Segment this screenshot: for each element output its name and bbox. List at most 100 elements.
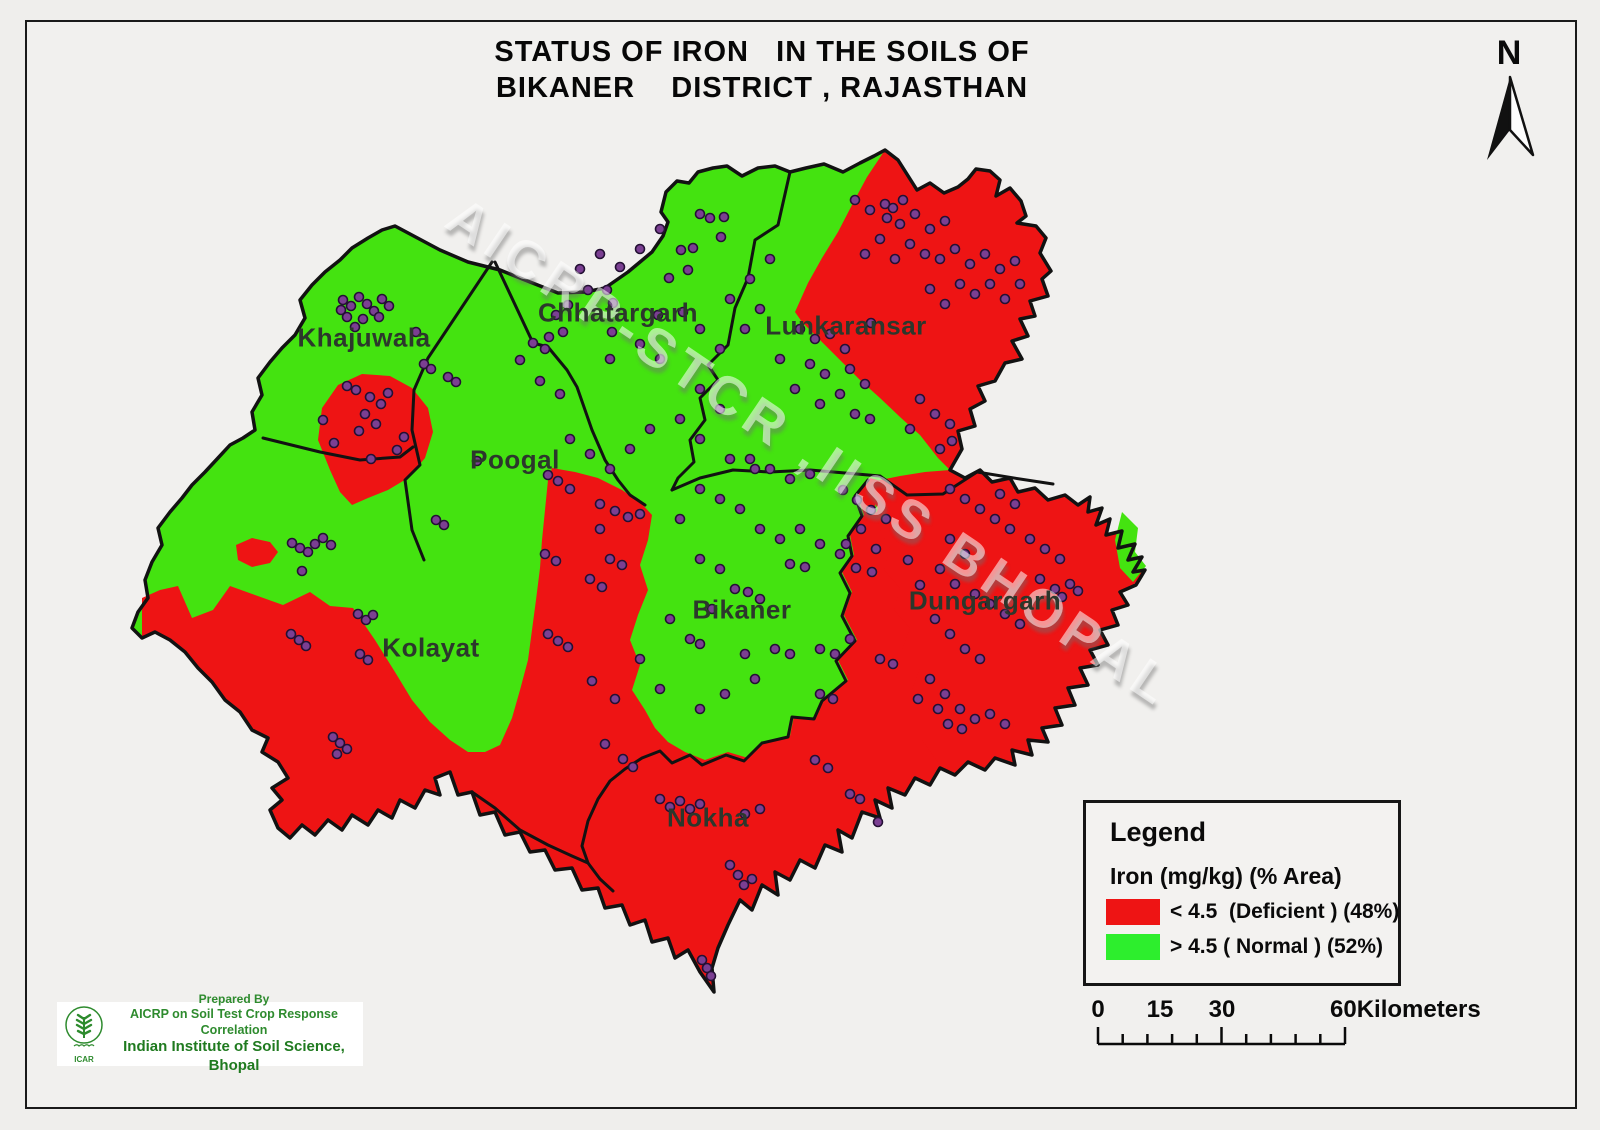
- sample-point: [994, 263, 1006, 275]
- sample-point: [914, 393, 926, 405]
- sample-point: [317, 532, 329, 544]
- sample-point: [543, 331, 555, 343]
- sample-point: [654, 353, 666, 365]
- sample-point: [562, 299, 574, 311]
- sample-point: [794, 523, 806, 535]
- sample-point: [586, 675, 598, 687]
- credits-org-line: AICRP on Soil Test Crop Response Correla…: [130, 1007, 338, 1037]
- sample-point: [839, 343, 851, 355]
- sample-point: [924, 673, 936, 685]
- sample-point: [694, 798, 706, 810]
- sample-point: [582, 284, 594, 296]
- sample-point: [989, 513, 1001, 525]
- sample-point: [887, 658, 899, 670]
- sample-point: [924, 283, 936, 295]
- sample-point: [701, 962, 713, 974]
- sample-point: [1072, 585, 1084, 597]
- sample-point: [754, 593, 766, 605]
- sample-point: [944, 628, 956, 640]
- sample-point: [929, 613, 941, 625]
- sample-point: [694, 383, 706, 395]
- scale-label-30: 30: [1208, 996, 1236, 1023]
- sample-point: [534, 375, 546, 387]
- sample-point: [944, 418, 956, 430]
- sample-point: [574, 263, 586, 275]
- sample-point: [814, 538, 826, 550]
- north-arrow-left-half: [1487, 77, 1510, 160]
- sample-point: [286, 537, 298, 549]
- sample-point: [834, 388, 846, 400]
- sample-point: [357, 313, 369, 325]
- sample-point: [844, 633, 856, 645]
- sample-point: [360, 614, 372, 626]
- sample-point: [894, 218, 906, 230]
- sample-point: [954, 703, 966, 715]
- sample-point: [410, 326, 422, 338]
- sample-point: [350, 384, 362, 396]
- sample-point: [705, 970, 717, 982]
- sample-point: [742, 586, 754, 598]
- sample-point: [654, 683, 666, 695]
- sample-point: [850, 562, 862, 574]
- sample-point: [684, 803, 696, 815]
- sample-point: [864, 413, 876, 425]
- scale-unit: Kilometers: [1356, 996, 1481, 1023]
- sample-point: [822, 762, 834, 774]
- sample-point: [954, 278, 966, 290]
- sample-point: [438, 519, 450, 531]
- sample-point: [687, 242, 699, 254]
- sample-point: [897, 194, 909, 206]
- sample-point: [317, 414, 329, 426]
- sample-point: [364, 391, 376, 403]
- sample-point: [1004, 523, 1016, 535]
- sample-point: [840, 538, 852, 550]
- sample-point: [769, 643, 781, 655]
- sample-point: [527, 337, 539, 349]
- credits-institute-line: Indian Institute of Soil Science, Bhopal: [123, 1038, 345, 1075]
- sample-point: [739, 648, 751, 660]
- sample-point: [1049, 583, 1061, 595]
- sample-point: [542, 469, 554, 481]
- sample-point: [634, 653, 646, 665]
- district-outline: [130, 148, 1147, 994]
- sample-point: [739, 808, 751, 820]
- sample-point: [552, 475, 564, 487]
- sample-point: [1034, 573, 1046, 585]
- sample-point: [749, 673, 761, 685]
- sample-point: [624, 443, 636, 455]
- sample-point: [694, 703, 706, 715]
- region-west-small-patch-deficient: [236, 538, 278, 567]
- sample-point: [999, 293, 1011, 305]
- sample-point: [604, 353, 616, 365]
- sample-point: [819, 368, 831, 380]
- sample-point: [550, 555, 562, 567]
- sample-point: [1024, 533, 1036, 545]
- sample-point: [732, 869, 744, 881]
- sample-point: [584, 573, 596, 585]
- sample-point: [929, 408, 941, 420]
- sample-point: [425, 363, 437, 375]
- sample-point: [974, 653, 986, 665]
- sample-point: [754, 523, 766, 535]
- icar-logo: ICAR: [60, 1005, 108, 1064]
- sample-point: [859, 248, 871, 260]
- region-south-kolayat-nokha-deficient: [142, 468, 942, 992]
- sample-point: [694, 433, 706, 445]
- sample-point: [959, 493, 971, 505]
- sample-point: [849, 194, 861, 206]
- page-title-line2: BIKANER DISTRICT , RAJASTHAN: [495, 72, 1029, 104]
- sample-point: [881, 212, 893, 224]
- sample-point: [675, 244, 687, 256]
- sample-point: [784, 648, 796, 660]
- sample-point: [939, 215, 951, 227]
- sample-point: [564, 433, 576, 445]
- region-khajuwala-patch-deficient: [318, 374, 433, 505]
- legend-box: Legend Iron (mg/kg) (% Area) < 4.5 (Defi…: [1083, 800, 1401, 986]
- sample-point: [964, 258, 976, 270]
- sample-point: [784, 473, 796, 485]
- sample-point: [865, 504, 877, 516]
- sample-point: [634, 338, 646, 350]
- sample-point: [335, 304, 347, 316]
- sample-point: [654, 793, 666, 805]
- sample-point: [514, 354, 526, 366]
